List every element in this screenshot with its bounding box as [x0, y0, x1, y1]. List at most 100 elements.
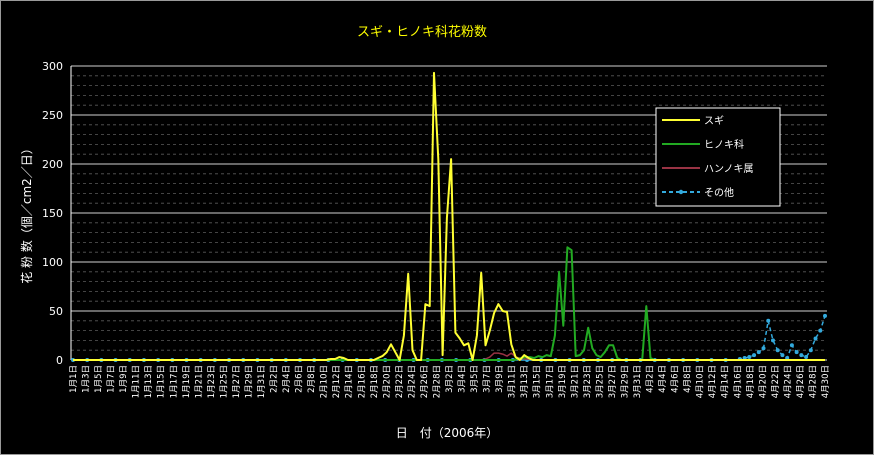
x-tick-label: 1月17日 [169, 365, 179, 398]
x-tick-label: 1月11日 [132, 365, 142, 398]
x-tick-label: 4月6日 [671, 365, 681, 393]
series-lines [71, 71, 827, 362]
x-tick-label: 1月1日 [69, 365, 79, 393]
y-tick-label: 150 [42, 207, 63, 220]
y-axis-ticks: 0 50 100 150 200 250 300 [42, 60, 63, 367]
x-tick-label: 4月26日 [796, 365, 806, 398]
x-tick-label: 1月29日 [244, 365, 254, 398]
legend-label: ヒノキ科 [704, 138, 744, 151]
y-tick-label: 250 [42, 109, 63, 122]
data-point [823, 313, 827, 318]
x-tick-label: 4月14日 [721, 365, 731, 398]
x-tick-label: 1月7日 [107, 365, 117, 393]
x-tick-label: 3月27日 [608, 365, 618, 398]
x-tick-label: 2月14日 [345, 365, 355, 398]
y-axis-label: 花 粉 数（個／cm2／日） [19, 142, 34, 284]
x-tick-label: 3月23日 [583, 365, 593, 398]
x-tick-label: 3月25日 [595, 365, 605, 398]
y-tick-label: 300 [42, 60, 63, 73]
data-point [775, 348, 780, 353]
x-axis-label: 日 付（2006年） [396, 426, 499, 440]
x-tick-label: 3月29日 [620, 365, 630, 398]
x-tick-label: 3月4日 [458, 365, 468, 393]
data-point [804, 355, 809, 360]
x-tick-label: 3月15日 [533, 365, 543, 398]
x-tick-label: 1月15日 [157, 365, 167, 398]
y-tick-label: 100 [42, 256, 63, 269]
x-tick-label: 3月2日 [445, 365, 455, 393]
legend-box [655, 107, 781, 207]
x-tick-label: 1月25日 [219, 365, 229, 398]
series-line-2 [73, 246, 825, 361]
x-tick-label: 1月19日 [182, 365, 192, 398]
data-point [752, 353, 757, 358]
x-tick-label: 3月13日 [520, 365, 530, 398]
x-tick-label: 1月27日 [232, 365, 242, 398]
x-tick-label: 2月10日 [320, 365, 330, 398]
x-tick-label: 1月21日 [194, 365, 204, 398]
data-point [756, 350, 761, 355]
x-tick-label: 3月17日 [545, 365, 555, 398]
x-tick-label: 4月12日 [708, 365, 718, 398]
x-tick-label: 4月22日 [771, 365, 781, 398]
y-tick-label: 0 [56, 354, 63, 367]
x-tick-label: 2月4日 [282, 365, 292, 393]
data-point [799, 353, 804, 358]
x-tick-label: 2月26日 [420, 365, 430, 398]
x-tick-label: 4月4日 [658, 365, 668, 393]
x-axis-ticks: 1月1日 1月3日 1月5日 1月7日 1月9日 1月11日 1月13日 1月15日 1月17日… [69, 365, 831, 398]
x-tick-label: 2月2日 [270, 365, 280, 393]
x-tick-label: 4月18日 [746, 365, 756, 398]
x-tick-label: 4月28日 [808, 365, 818, 398]
series-line-4 [73, 315, 826, 361]
x-tick-label: 4月20日 [758, 365, 768, 398]
x-tick-label: 2月22日 [395, 365, 405, 398]
x-tick-label: 4月30日 [821, 365, 831, 398]
data-point [813, 336, 818, 341]
x-tick-label: 3月9日 [495, 365, 505, 393]
y-tick-label: 50 [49, 305, 63, 318]
x-tick-label: 3月21日 [570, 365, 580, 398]
data-point [747, 355, 752, 360]
x-tick-label: 2月8日 [307, 365, 317, 393]
x-tick-label: 4月16日 [733, 365, 743, 398]
x-tick-label: 1月3日 [82, 365, 92, 393]
x-tick-label: 3月7日 [483, 365, 493, 393]
x-tick-label: 1月31日 [257, 365, 267, 398]
data-point [761, 346, 766, 351]
chart-title: スギ・ヒノキ科花粉数 [357, 24, 487, 40]
data-point [808, 348, 813, 353]
x-tick-label: 3月31日 [633, 365, 643, 398]
x-tick-label: 1月23日 [207, 365, 217, 398]
legend-label: ハンノキ属 [704, 163, 754, 175]
y-tick-label: 200 [42, 158, 63, 171]
x-tick-label: 2月12日 [332, 365, 342, 398]
data-point [818, 328, 823, 333]
x-tick-label: 4月24日 [783, 365, 793, 398]
x-tick-label: 3月11日 [508, 365, 518, 398]
x-tick-label: 3月5日 [470, 365, 480, 393]
x-tick-label: 2月24日 [407, 365, 417, 398]
x-tick-label: 4月2日 [646, 365, 656, 393]
x-tick-label: 1月13日 [144, 365, 154, 398]
x-tick-label: 1月5日 [94, 365, 104, 393]
legend-label: その他 [704, 186, 734, 199]
x-tick-label: 4月8日 [683, 365, 693, 393]
data-point [780, 353, 785, 358]
x-tick-label: 2月6日 [295, 365, 305, 393]
x-tick-label: 1月9日 [119, 365, 129, 393]
x-tick-label: 2月28日 [432, 365, 442, 398]
legend-label: スギ [704, 115, 724, 127]
x-tick-label: 2月16日 [357, 365, 367, 398]
x-tick-label: 4月10日 [696, 365, 706, 398]
data-point [789, 343, 794, 348]
series-line-1 [73, 71, 825, 361]
data-point [794, 350, 799, 355]
data-point [766, 318, 771, 323]
legend-marker [678, 189, 684, 195]
x-tick-label: 2月20日 [382, 365, 392, 398]
x-tick-label: 2月18日 [370, 365, 380, 398]
x-tick-label: 3月19日 [558, 365, 568, 398]
